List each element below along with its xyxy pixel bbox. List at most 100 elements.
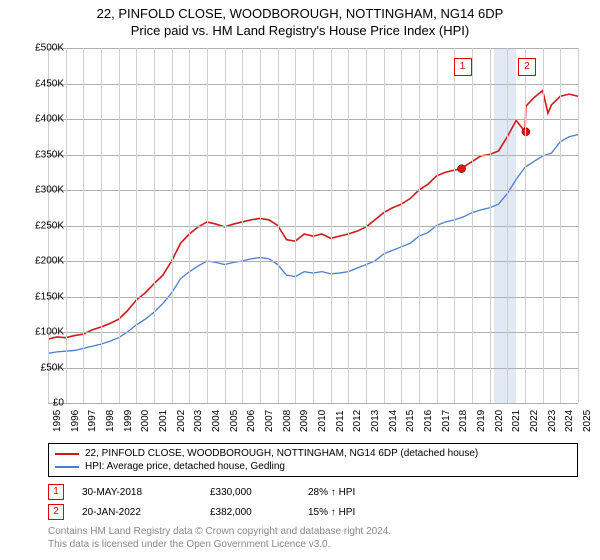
gridline-v (472, 48, 473, 403)
x-axis-label: 2008 (282, 410, 293, 432)
x-axis-label: 2006 (246, 410, 257, 432)
y-axis-label: £250K (20, 220, 64, 231)
legend-item: HPI: Average price, detached house, Gedl… (55, 460, 571, 473)
x-axis-label: 2003 (193, 410, 204, 432)
x-axis-label: 2015 (405, 410, 416, 432)
sale-date: 30-MAY-2018 (82, 487, 192, 498)
sale-index-box: 1 (48, 484, 64, 500)
y-axis-label: £400K (20, 114, 64, 125)
sale-pct: 15% ↑ HPI (308, 507, 398, 518)
legend-swatch (55, 453, 79, 455)
gridline-v (207, 48, 208, 403)
sale-price: £382,000 (210, 507, 290, 518)
x-axis-label: 2010 (317, 410, 328, 432)
gridline-v (490, 48, 491, 403)
x-axis-label: 2014 (388, 410, 399, 432)
y-axis-label: £0 (20, 398, 64, 409)
gridline-v (366, 48, 367, 403)
credit-text: Contains HM Land Registry data © Crown c… (48, 526, 391, 551)
sale-date: 20-JAN-2022 (82, 507, 192, 518)
y-axis-label: £350K (20, 149, 64, 160)
gridline-v (66, 48, 67, 403)
legend-item: 22, PINFOLD CLOSE, WOODBOROUGH, NOTTINGH… (55, 447, 571, 460)
gridline-v (437, 48, 438, 403)
y-axis-label: £50K (20, 362, 64, 373)
x-axis-label: 2021 (511, 410, 522, 432)
x-axis-label: 2016 (423, 410, 434, 432)
x-axis-label: 2023 (547, 410, 558, 432)
y-axis-label: £300K (20, 185, 64, 196)
gridline-v (384, 48, 385, 403)
credit-line-2: This data is licensed under the Open Gov… (48, 539, 391, 552)
x-axis-label: 2025 (582, 410, 593, 432)
x-axis-label: 2017 (441, 410, 452, 432)
x-axis-label: 1999 (123, 410, 134, 432)
gridline-v (242, 48, 243, 403)
x-axis-label: 2002 (176, 410, 187, 432)
x-axis-label: 2020 (494, 410, 505, 432)
sale-row: 2 20-JAN-2022 £382,000 15% ↑ HPI (48, 504, 398, 520)
gridline-v (189, 48, 190, 403)
sale-marker-label: 1 (454, 58, 472, 76)
gridline-v (419, 48, 420, 403)
legend-label: HPI: Average price, detached house, Gedl… (85, 461, 285, 472)
x-axis-label: 2013 (370, 410, 381, 432)
x-axis-label: 2000 (140, 410, 151, 432)
x-axis-label: 1996 (70, 410, 81, 432)
gridline-v (295, 48, 296, 403)
gridline-v (260, 48, 261, 403)
gridline-v (578, 48, 579, 403)
gridline-v (543, 48, 544, 403)
x-axis-label: 2005 (229, 410, 240, 432)
gridline-v (225, 48, 226, 403)
sale-marker-label: 2 (518, 58, 536, 76)
sales-table: 1 30-MAY-2018 £330,000 28% ↑ HPI 2 20-JAN-202… (48, 484, 398, 524)
x-axis-label: 1998 (105, 410, 116, 432)
chart-container: 22, PINFOLD CLOSE, WOODBOROUGH, NOTTINGH… (0, 0, 600, 560)
gridline-v (136, 48, 137, 403)
gridline-v (83, 48, 84, 403)
gridline-v (560, 48, 561, 403)
gridline-v (507, 48, 508, 403)
gridline-v (401, 48, 402, 403)
x-axis-label: 2001 (158, 410, 169, 432)
x-axis-label: 1997 (87, 410, 98, 432)
sale-pct: 28% ↑ HPI (308, 487, 398, 498)
x-axis-label: 2011 (335, 410, 346, 432)
gridline-v (348, 48, 349, 403)
gridline-h (48, 403, 578, 404)
title-subtitle: Price paid vs. HM Land Registry's House … (0, 23, 600, 40)
x-axis-label: 2012 (352, 410, 363, 432)
legend-label: 22, PINFOLD CLOSE, WOODBOROUGH, NOTTINGH… (85, 448, 478, 459)
x-axis-label: 2022 (529, 410, 540, 432)
sale-price: £330,000 (210, 487, 290, 498)
y-axis-label: £100K (20, 327, 64, 338)
sale-index-box: 2 (48, 504, 64, 520)
y-axis-label: £500K (20, 43, 64, 54)
x-axis-label: 2009 (299, 410, 310, 432)
sale-row: 1 30-MAY-2018 £330,000 28% ↑ HPI (48, 484, 398, 500)
y-axis-label: £150K (20, 291, 64, 302)
x-axis-label: 1995 (52, 410, 63, 432)
gridline-v (172, 48, 173, 403)
plot-area (48, 48, 578, 403)
gridline-v (454, 48, 455, 403)
x-axis-label: 2004 (211, 410, 222, 432)
x-axis-label: 2018 (458, 410, 469, 432)
gridline-v (154, 48, 155, 403)
credit-line-1: Contains HM Land Registry data © Crown c… (48, 526, 391, 539)
legend-swatch (55, 466, 79, 468)
gridline-v (313, 48, 314, 403)
gridline-v (331, 48, 332, 403)
gridline-v (278, 48, 279, 403)
x-axis-label: 2019 (476, 410, 487, 432)
y-axis-label: £450K (20, 78, 64, 89)
x-axis-label: 2024 (564, 410, 575, 432)
gridline-v (101, 48, 102, 403)
sale-marker (458, 165, 466, 173)
legend-box: 22, PINFOLD CLOSE, WOODBOROUGH, NOTTINGH… (48, 443, 578, 477)
y-axis-label: £200K (20, 256, 64, 267)
title-address: 22, PINFOLD CLOSE, WOODBOROUGH, NOTTINGH… (0, 6, 600, 23)
gridline-v (525, 48, 526, 403)
x-axis-label: 2007 (264, 410, 275, 432)
